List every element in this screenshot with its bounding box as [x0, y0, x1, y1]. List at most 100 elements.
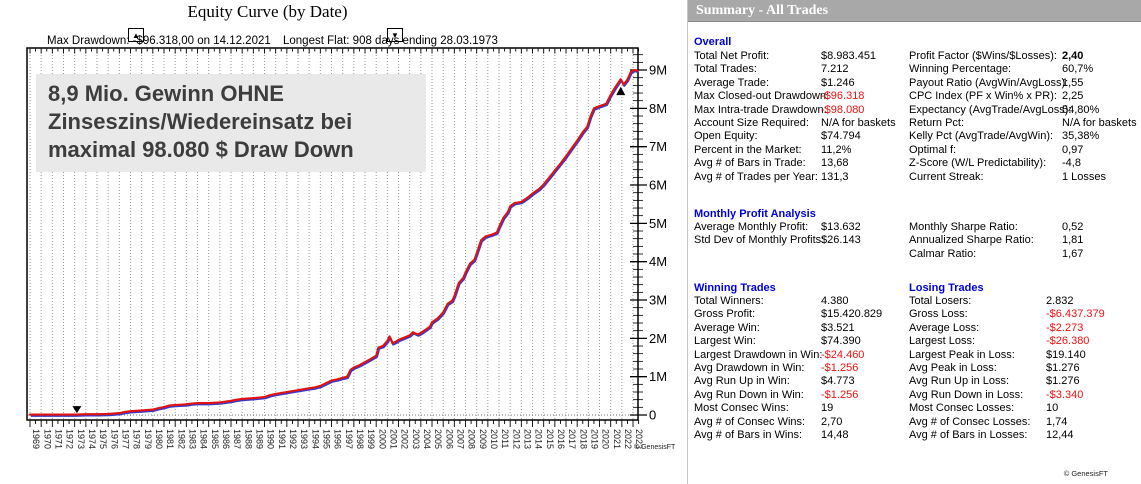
svg-text:2017: 2017 — [567, 429, 577, 449]
stat-label: Gross Profit: — [694, 308, 756, 321]
stat-label: Max Intra-trade Drawdown: — [694, 103, 827, 116]
svg-text:2001: 2001 — [389, 429, 399, 449]
svg-text:2009: 2009 — [478, 429, 488, 449]
svg-text:2014: 2014 — [534, 429, 544, 449]
stat-value: -$1.256 — [821, 388, 859, 401]
stat-label: Avg Run Up in Loss: — [909, 375, 1010, 388]
stat-label: Most Consec Wins: — [694, 402, 789, 415]
stat-value: $4.773 — [821, 375, 855, 388]
svg-text:2020: 2020 — [601, 429, 611, 449]
stat-value: 19 — [821, 402, 834, 415]
chart-copyright: © GenesisFT — [634, 444, 676, 451]
stat-label: Total Trades: — [694, 63, 757, 76]
stat-label: Total Losers: — [909, 295, 972, 307]
x-axis-labels: 1969 1970 1971 1972 1973 1974 1975 1976 1977 1978… — [31, 429, 644, 449]
svg-text:1979: 1979 — [143, 429, 153, 449]
svg-text:2004: 2004 — [422, 429, 432, 449]
stat-label: Total Net Profit: — [694, 50, 770, 62]
equity-curve-chart: Equity Curve (by Date) ▲ Max Drawdown: -… — [26, 2, 676, 451]
up-triangle-icon: ▲ — [132, 31, 140, 40]
stat-value: 54,80% — [1062, 103, 1100, 116]
stat-value: 2,40 — [1062, 50, 1084, 62]
svg-text:5M: 5M — [649, 216, 667, 231]
svg-text:2007: 2007 — [456, 429, 466, 449]
stat-value: -$96.318 — [821, 90, 865, 103]
event-markers — [72, 86, 626, 414]
stat-label: Largest Win: — [694, 335, 756, 348]
y-axis: 0 1M 2M 3M 4M 5M 6M 7M 8M 9M — [630, 54, 667, 423]
svg-text:1980: 1980 — [154, 429, 164, 449]
x-axis-ticks — [29, 48, 640, 427]
svg-text:1970: 1970 — [42, 429, 52, 449]
svg-text:1977: 1977 — [121, 429, 131, 449]
svg-text:1982: 1982 — [176, 429, 186, 449]
stat-label: Largest Drawdown in Win: — [694, 348, 823, 361]
stat-value: 35,38% — [1062, 130, 1100, 143]
stat-label: Avg Drawdown in Win: — [694, 362, 805, 374]
stat-label: Avg # of Bars in Losses: — [909, 429, 1028, 441]
stat-value: $3.521 — [821, 321, 855, 334]
svg-text:7M: 7M — [649, 139, 667, 154]
svg-text:2019: 2019 — [590, 429, 600, 449]
stat-value: 0,52 — [1062, 221, 1084, 233]
stat-label: Kelly Pct (AvgTrade/AvgWin): — [909, 130, 1054, 143]
stat-value: 12,44 — [1046, 429, 1074, 441]
svg-text:4M: 4M — [649, 254, 667, 269]
longest-flat-marker-button[interactable]: ▼ — [387, 28, 403, 42]
svg-text:2005: 2005 — [433, 429, 443, 449]
stat-label: Payout Ratio (AvgWin/AvgLoss): — [909, 76, 1069, 89]
svg-text:2003: 2003 — [411, 429, 421, 449]
svg-text:1999: 1999 — [366, 429, 376, 449]
stat-label: Avg # of Consec Wins: — [694, 415, 806, 428]
svg-text:1996: 1996 — [333, 429, 343, 449]
svg-text:1969: 1969 — [31, 429, 41, 449]
stat-value: 1,81 — [1062, 234, 1084, 247]
stat-value: -$24.460 — [821, 348, 865, 361]
stat-value: 1,55 — [1062, 76, 1084, 89]
svg-text:1993: 1993 — [299, 429, 309, 449]
stat-label: Z-Score (W/L Predictability): — [909, 157, 1047, 170]
svg-text:2000: 2000 — [377, 429, 387, 449]
stat-label: Expectancy (AvgTrade/AvgLoss): — [909, 103, 1072, 116]
stat-label: Avg # of Consec Losses: — [909, 415, 1031, 428]
svg-text:1995: 1995 — [322, 429, 332, 449]
max-drawdown-marker-button[interactable]: ▲ — [128, 28, 144, 42]
stat-value: 0,97 — [1062, 143, 1084, 156]
stat-label: Open Equity: — [694, 130, 758, 143]
stat-value: 13,68 — [821, 157, 849, 170]
stat-value: N/A for baskets — [1062, 117, 1137, 129]
stat-value: 7.212 — [821, 63, 849, 76]
stat-label: Monthly Sharpe Ratio: — [909, 221, 1018, 233]
stat-label: Profit Factor ($Wins/$Losses): — [909, 50, 1057, 62]
stat-value: 60,7% — [1062, 63, 1094, 76]
panel-copyright: © GenesisFT — [1063, 469, 1108, 478]
chart-title: Equity Curve (by Date) — [187, 2, 348, 21]
stat-label: Avg # of Bars in Trade: — [694, 157, 806, 170]
stat-value: N/A for baskets — [821, 117, 896, 129]
stat-label: Max Closed-out Drawdown: — [694, 90, 830, 103]
stat-value: $19.140 — [1046, 348, 1086, 361]
stat-label: Average Loss: — [909, 321, 980, 334]
stat-value: -$3.340 — [1046, 388, 1084, 401]
svg-text:0: 0 — [649, 408, 656, 423]
stat-value: -$6.437.379 — [1046, 308, 1105, 321]
stat-label: Avg # of Bars in Wins: — [694, 429, 803, 441]
stat-label: Avg # of Trades per Year: — [694, 170, 818, 183]
stat-label: Average Monthly Profit: — [694, 221, 809, 233]
svg-text:1974: 1974 — [87, 429, 97, 449]
section-title: Monthly Profit Analysis — [694, 208, 816, 220]
svg-text:1973: 1973 — [76, 429, 86, 449]
stat-value: $74.390 — [821, 335, 861, 348]
svg-text:1972: 1972 — [65, 429, 75, 449]
stat-value: $15.420.829 — [821, 308, 883, 321]
max-drawdown-marker — [616, 86, 626, 96]
stat-value: 14,48 — [821, 429, 849, 441]
svg-text:2010: 2010 — [489, 429, 499, 449]
svg-text:2015: 2015 — [545, 429, 555, 449]
stat-label: Optimal f: — [909, 143, 957, 156]
stat-label: Total Winners: — [694, 295, 764, 307]
stat-value: $1.276 — [1046, 362, 1080, 374]
longest-flat-note: Longest Flat: 908 days ending 28.03.1973 — [283, 35, 498, 47]
stat-value: $13.632 — [821, 221, 861, 233]
